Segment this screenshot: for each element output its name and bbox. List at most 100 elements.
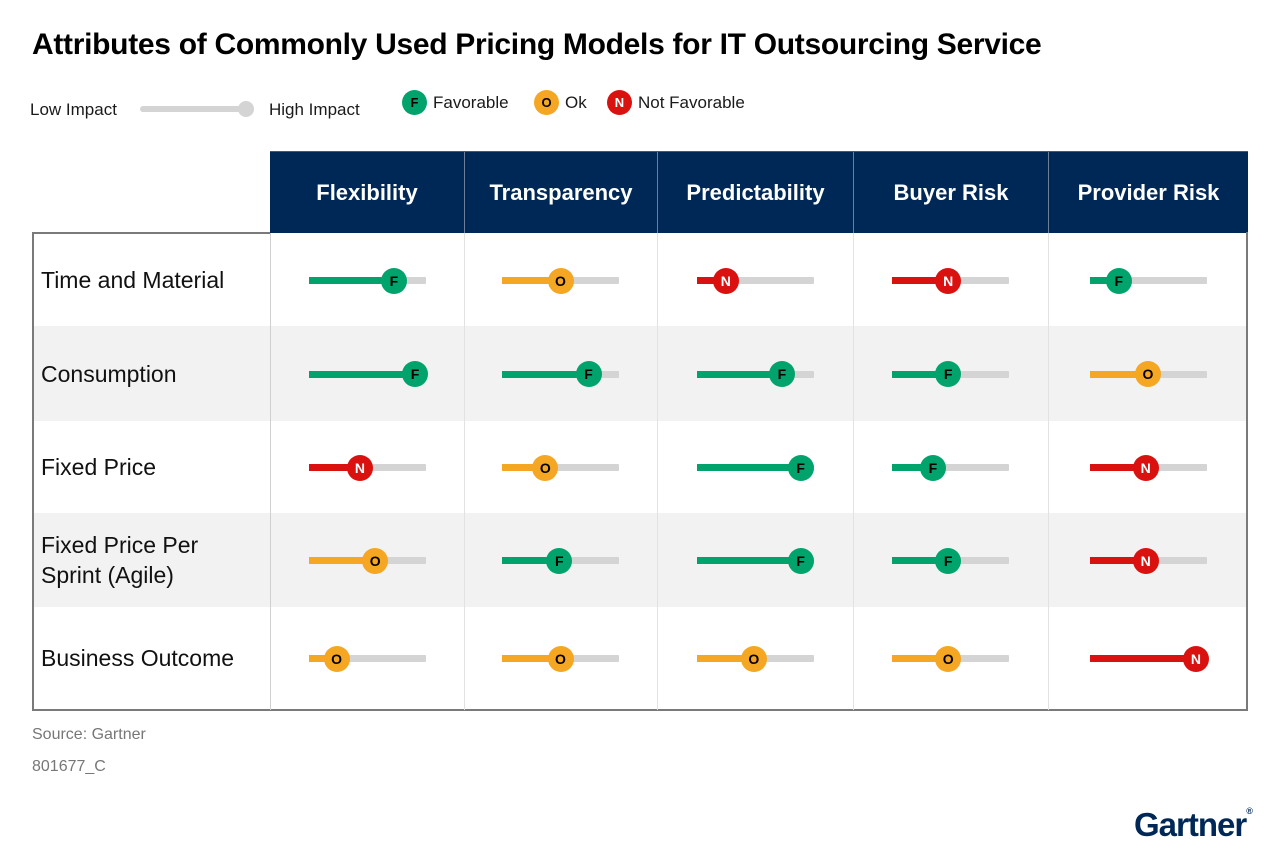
rating-badge-icon: N	[935, 267, 962, 294]
impact-fill	[1089, 655, 1196, 662]
row-label: Fixed Price	[41, 454, 157, 480]
impact-track	[696, 557, 814, 564]
source-note: Source: Gartner	[32, 726, 146, 743]
impact-track	[308, 277, 426, 284]
impact-track	[502, 464, 619, 471]
rating-badge-icon: F	[380, 267, 407, 294]
legend-low-impact: Low Impact	[30, 100, 117, 119]
impact-fill	[696, 464, 801, 471]
impact-fill	[502, 557, 560, 564]
impact-fill	[892, 557, 949, 564]
impact-fill	[892, 277, 949, 284]
rating-badge-icon: O	[935, 645, 962, 672]
rating-badge-icon: F	[768, 361, 795, 387]
impact-fill	[308, 557, 376, 564]
legend-ok: O Ok	[534, 90, 587, 115]
rating-badge-icon: N	[712, 267, 739, 294]
legend-high-impact: High Impact	[269, 100, 360, 119]
impact-scale-knob	[238, 101, 254, 117]
table-row: Business Outcome O O O O N	[34, 607, 1246, 709]
table-top-divider	[32, 232, 270, 234]
registered-mark: ®	[1246, 806, 1253, 816]
rating-badge-icon: O	[1135, 361, 1161, 387]
impact-fill	[1089, 370, 1148, 378]
column-header-flexibility: Flexibility	[316, 180, 418, 205]
gartner-logo: Gartner®	[1134, 806, 1253, 844]
impact-track	[308, 655, 426, 662]
impact-fill	[892, 370, 949, 378]
table-row: Time and Material F O N N F	[34, 234, 1246, 326]
rating-badge-icon: F	[787, 547, 814, 574]
column-header-provider-risk: Provider Risk	[1048, 152, 1248, 234]
legend-not-favorable-label: Not Favorable	[638, 92, 745, 112]
label-column-divider	[270, 233, 271, 710]
rating-badge-icon: O	[323, 645, 350, 672]
table-header: Flexibility Transparency Predictability Buy…	[270, 151, 1248, 234]
column-divider	[1048, 233, 1049, 710]
legend-not-favorable: N Not Favorable	[607, 90, 745, 115]
impact-fill	[502, 655, 561, 662]
impact-track	[502, 370, 619, 378]
impact-fill	[308, 277, 394, 284]
column-divider	[853, 233, 854, 710]
column-header-transparency: Transparency	[464, 152, 657, 234]
impact-fill	[696, 277, 726, 284]
chart-title: Attributes of Commonly Used Pricing Mode…	[32, 28, 1042, 61]
rating-badge-icon: O	[362, 547, 389, 574]
row-label: Business Outcome	[41, 645, 235, 671]
rating-badge-icon: F	[787, 454, 814, 481]
rating-badge-icon: F	[575, 361, 602, 387]
rating-badge-icon: F	[935, 361, 962, 387]
pricing-models-table: Flexibility Transparency Predictability Buy…	[32, 151, 1248, 711]
column-divider	[464, 233, 465, 710]
impact-track	[696, 464, 814, 471]
table-row: Consumption F F F F O	[34, 326, 1246, 421]
impact-fill	[502, 370, 589, 378]
column-divider	[657, 233, 658, 710]
impact-fill	[696, 655, 754, 662]
favorable-badge-icon: F	[402, 90, 427, 115]
impact-fill	[1089, 277, 1119, 284]
row-label: Time and Material	[41, 267, 225, 293]
column-header-predictability: Predictability	[657, 152, 853, 234]
rating-badge-icon: N	[1182, 645, 1209, 672]
rating-badge-icon: F	[919, 454, 946, 481]
legend-favorable: F Favorable	[402, 90, 509, 115]
table-row: Fixed Price Per Sprint (Agile) O F F F N	[34, 513, 1246, 607]
row-label: Consumption	[41, 360, 177, 387]
rating-badge-icon: N	[1132, 454, 1159, 481]
rating-badge-icon: O	[740, 645, 767, 672]
rating-badge-icon: F	[401, 361, 428, 387]
not-favorable-badge-icon: N	[607, 90, 632, 115]
impact-fill	[502, 277, 561, 284]
ok-badge-icon: O	[534, 90, 559, 115]
impact-fill	[696, 557, 801, 564]
impact-fill	[308, 370, 415, 378]
impact-track	[892, 464, 1009, 471]
impact-track	[1089, 277, 1207, 284]
impact-fill	[892, 464, 933, 471]
impact-track	[1089, 655, 1207, 662]
legend: Low Impact High Impact F Favorable O Ok …	[30, 90, 830, 120]
rating-badge-icon: F	[1105, 267, 1132, 294]
rating-badge-icon: N	[1132, 547, 1159, 574]
impact-fill	[1089, 557, 1146, 564]
impact-fill	[308, 464, 360, 471]
rating-badge-icon: F	[546, 547, 573, 574]
impact-fill	[1089, 464, 1146, 471]
impact-fill	[696, 370, 782, 378]
rating-badge-icon: O	[547, 645, 574, 672]
legend-ok-label: Ok	[565, 92, 587, 112]
table-frame	[32, 232, 1248, 711]
impact-track	[696, 370, 814, 378]
rating-badge-icon: F	[935, 547, 962, 574]
table-row: Fixed Price N O F F N	[34, 421, 1246, 513]
impact-track	[308, 370, 426, 378]
impact-scale-bar	[140, 106, 248, 112]
column-header-buyer-risk: Buyer Risk	[853, 152, 1048, 234]
rating-badge-icon: O	[532, 454, 559, 481]
rating-badge-icon: O	[547, 267, 574, 294]
impact-track	[696, 277, 814, 284]
figure-code: 801677_C	[32, 758, 106, 775]
impact-fill	[892, 655, 949, 662]
